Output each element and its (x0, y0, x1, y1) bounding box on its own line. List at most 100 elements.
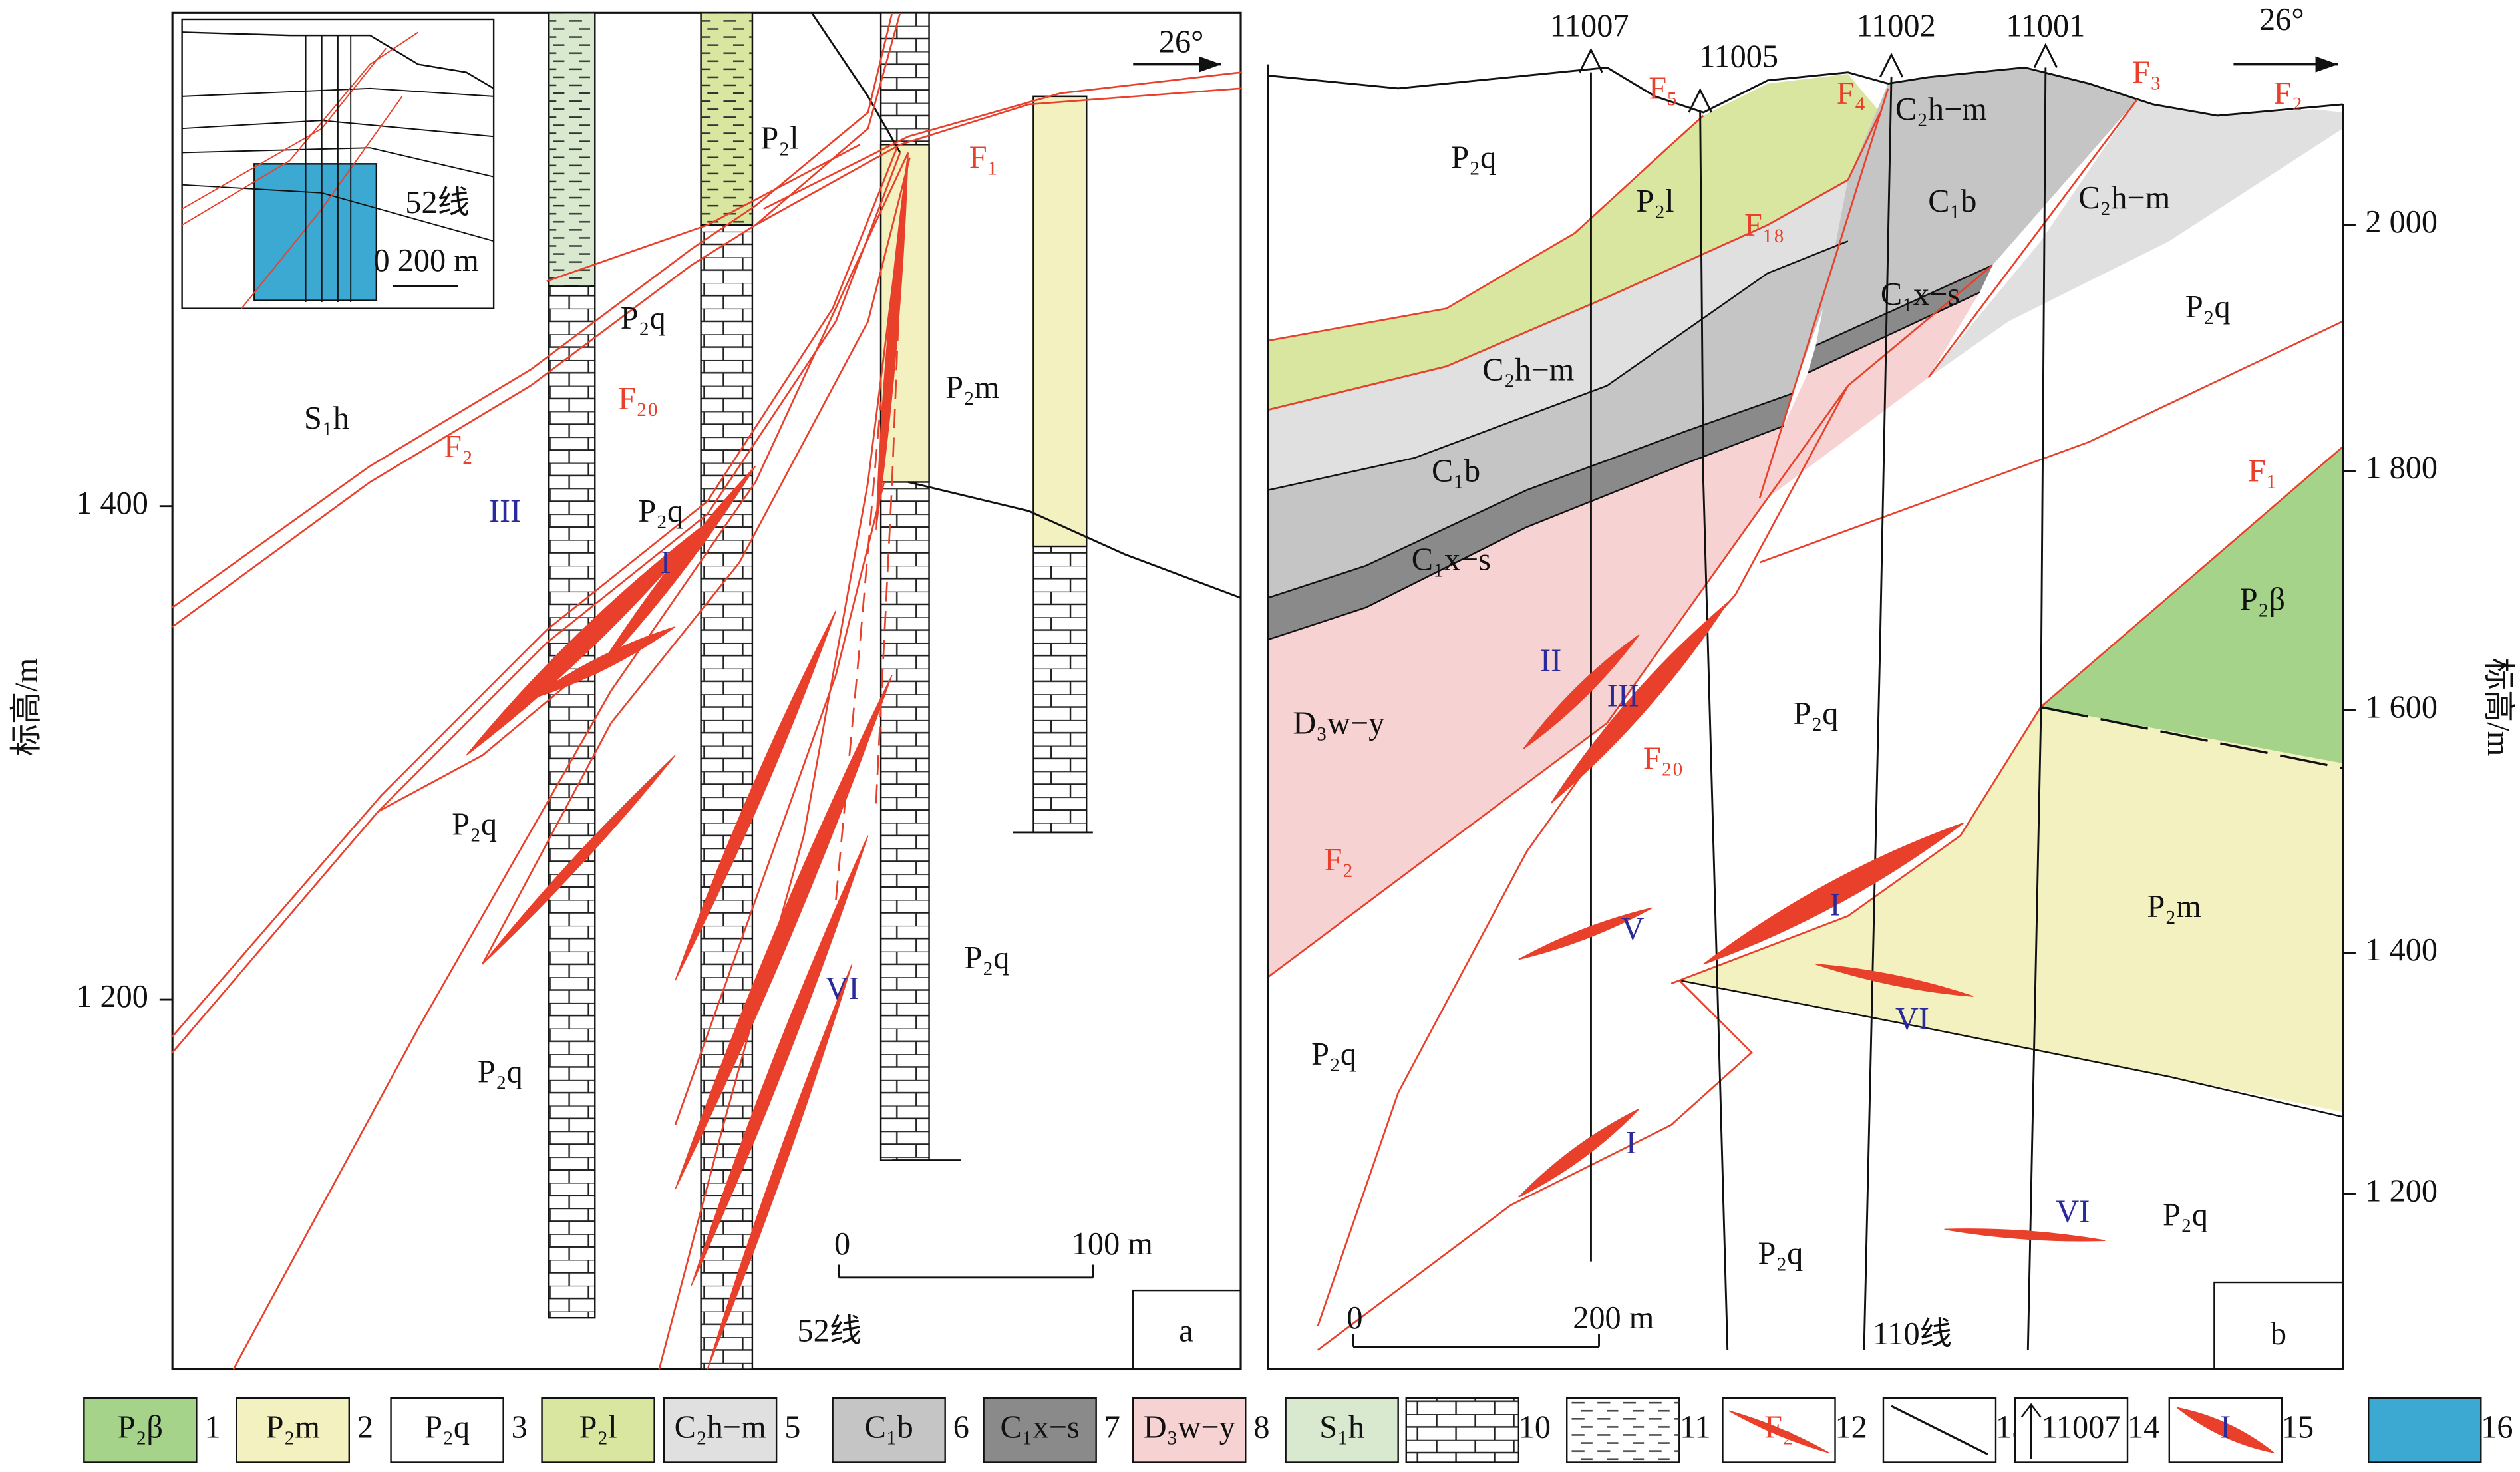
legend-swatch (390, 1397, 504, 1463)
legend-swatch (83, 1397, 198, 1463)
fault-line (1927, 98, 2138, 379)
unit-label: P₂q (1451, 140, 1496, 176)
legend-label: C₁b (865, 1409, 913, 1445)
contact-line (811, 12, 901, 154)
legend-label: I (2220, 1409, 2231, 1445)
panel-label: b (2271, 1316, 2286, 1352)
arrow-head (1199, 56, 1222, 73)
fault-line (1847, 112, 1881, 181)
unit-label: P₂l (1636, 184, 1674, 219)
layer-c1b (1815, 67, 2137, 346)
column-layer (1032, 95, 1088, 548)
unit-label: C₁x−s (1881, 277, 1960, 312)
fault-line (1670, 446, 2344, 985)
legend-number: 3 (512, 1409, 528, 1445)
orebody (707, 964, 853, 1370)
direction-label: 26° (1159, 25, 1204, 60)
scale-length: 200 m (1573, 1300, 1654, 1336)
panel-label: a (1179, 1313, 1193, 1348)
fault-line (1267, 114, 1704, 342)
unit-label: P₂q (1794, 696, 1839, 731)
fault-line (1317, 385, 1849, 1326)
layer-c2hm (1268, 180, 1848, 490)
drill-hole (1699, 112, 1729, 1350)
unit-label: P₂q (1758, 1236, 1803, 1271)
legend-swatch (236, 1397, 350, 1463)
legend-pattern (1567, 1397, 1680, 1463)
inset-topography (182, 31, 494, 89)
fault-line (755, 87, 1241, 226)
scale-length: 100 m (1072, 1226, 1153, 1262)
y-tick-label: 1 200 (76, 979, 148, 1014)
unit-label: VI (826, 971, 860, 1006)
contact-line (1267, 393, 1792, 599)
contact-line (1807, 291, 1980, 374)
section-label: 110线 (1873, 1316, 1952, 1352)
section-label: 52线 (798, 1313, 862, 1348)
layer-p2m (1679, 707, 2343, 1113)
inset-line-label: 52线 (405, 185, 470, 220)
orebody (1728, 1410, 1829, 1453)
unit-label: F₃ (2132, 55, 2161, 91)
legend-number: 2 (357, 1409, 373, 1445)
fault-line (172, 147, 898, 1037)
inset-area (253, 163, 378, 301)
y-tick-label: 1 400 (2365, 932, 2438, 968)
inset-contact (182, 87, 494, 97)
unit-label: I (1626, 1125, 1637, 1161)
fault-line (377, 674, 579, 813)
fault-line (546, 144, 861, 282)
contact-line (907, 481, 1241, 599)
panel-b-frame (1267, 64, 2343, 1371)
unit-label: F₂ (444, 429, 473, 464)
contact-line (1815, 264, 1993, 347)
drill-marker (2033, 43, 2058, 69)
fault-line (1317, 980, 1753, 1351)
orebody (875, 152, 909, 530)
legend-label: P₂l (579, 1409, 617, 1445)
contact-line-dashed (2040, 705, 2343, 769)
unit-label: C₁b (1432, 453, 1480, 488)
fault-line (232, 152, 909, 1370)
fault-line (482, 157, 911, 965)
unit-label: D₃w−y (1293, 706, 1384, 741)
legend-swatch (1285, 1397, 1399, 1463)
legend-swatch (1405, 1397, 1519, 1463)
column-layer-pattern (701, 13, 752, 226)
orebody (1518, 1108, 1640, 1198)
unit-label: F₂₀ (1643, 741, 1684, 777)
drill-hole-label: 11002 (1857, 9, 1936, 44)
legend-swatch (2368, 1397, 2482, 1463)
unit-label: P₂q (2163, 1198, 2208, 1233)
drill-hole-label: 11005 (1699, 39, 1778, 74)
layer-c2hm (1928, 99, 2343, 378)
drill-hole-label: 11001 (2006, 9, 2085, 44)
fault-line (1267, 264, 1994, 978)
legend-number: 6 (953, 1409, 969, 1445)
unit-label: P₂m (2147, 889, 2201, 924)
panel-label-box (1132, 1289, 1242, 1370)
legend-label: 11007 (2042, 1409, 2121, 1445)
layer-p2b (2040, 447, 2343, 764)
unit-label: P₂β (2240, 582, 2285, 618)
legend-number: 7 (1104, 1409, 1120, 1445)
fault-line (674, 482, 885, 1125)
unit-label: C₂h−m (2078, 180, 2170, 216)
legend-label: D₃w−y (1144, 1409, 1235, 1445)
unit-label: C₁x−s (1412, 542, 1491, 577)
layer-c1xs (1268, 393, 1792, 640)
drill-hole-label: 11007 (1550, 9, 1629, 44)
orebody (1550, 602, 1728, 804)
unit-label: F₂ (2274, 76, 2303, 111)
orebody (675, 674, 893, 1190)
legend-number: 15 (2282, 1409, 2314, 1445)
unit-label: III (1607, 679, 1639, 714)
unit-label: F₅ (1649, 71, 1678, 106)
unit-label: I (660, 545, 671, 580)
unit-label: P₂l (760, 121, 798, 156)
y-tick-label: 1 400 (76, 486, 148, 521)
legend-number: 12 (1835, 1409, 1867, 1445)
direction-label: 26° (2259, 2, 2304, 37)
y-axis-title: 标高/m (2481, 658, 2516, 757)
